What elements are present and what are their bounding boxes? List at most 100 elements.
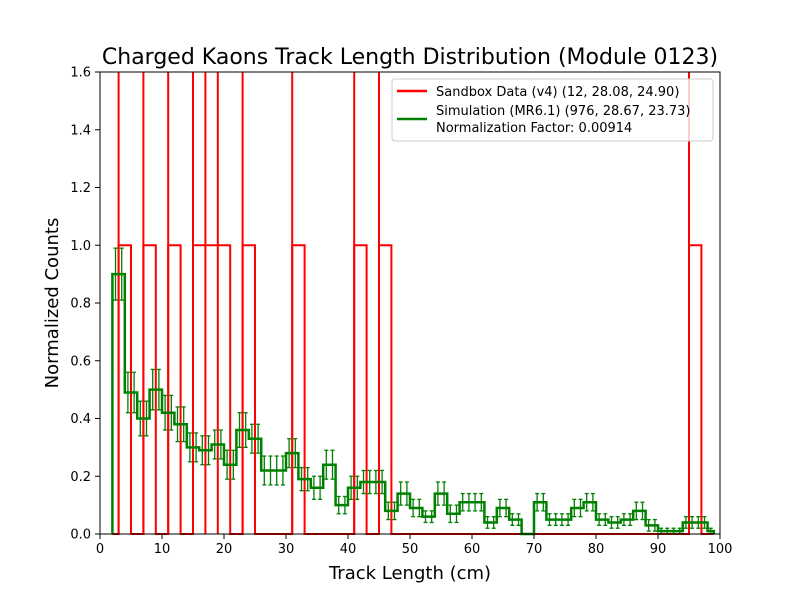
simulation-error-bar (504, 498, 509, 518)
simulation-error-bar (280, 455, 285, 486)
simulation-error-bar (305, 466, 310, 492)
simulation-error-bar (609, 516, 614, 529)
simulation-error-bar (380, 469, 385, 495)
simulation-error-bar (473, 492, 478, 512)
simulation-error-bar (590, 492, 595, 512)
simulation-error-bar (559, 513, 564, 526)
simulation-error-bar (628, 513, 633, 526)
simulation-error-bar (318, 475, 323, 501)
simulation-error-bar (373, 469, 378, 495)
simulation-error-bar (200, 435, 205, 466)
y-tick-label: 1.2 (70, 181, 91, 196)
simulation-error-bar (311, 475, 316, 501)
chart-title: Charged Kaons Track Length Distribution … (102, 45, 718, 70)
x-tick-label: 80 (588, 542, 605, 557)
simulation-error-bar (119, 247, 124, 301)
simulation-error-bar (435, 481, 440, 506)
simulation-error-bar (646, 518, 651, 532)
legend: Sandbox Data (v4) (12, 28.08, 24.90) Sim… (391, 78, 714, 142)
y-tick-label: 1.6 (70, 66, 91, 81)
simulation-error-bar (237, 412, 242, 449)
simulation-error-bar (411, 498, 416, 518)
simulation-error-bar (535, 492, 540, 512)
simulation-error-bar (150, 368, 155, 411)
y-tick-label: 0.2 (70, 470, 91, 485)
simulation-error-bar (299, 466, 304, 492)
simulation-error-bar (138, 400, 143, 437)
simulation-error-bar (479, 492, 484, 512)
y-tick-label: 0.8 (70, 297, 91, 312)
simulation-error-bar (367, 469, 372, 495)
x-tick-label: 20 (216, 542, 233, 557)
simulation-error-bar (361, 469, 366, 495)
y-tick-label: 1.4 (70, 123, 91, 138)
simulation-error-bar (324, 449, 329, 480)
simulation-error-bar (355, 475, 360, 501)
legend-label-simulation: Simulation (MR6.1) (976, 28.67, 23.73) (436, 104, 691, 119)
simulation-error-bar (342, 495, 347, 515)
x-axis-label: Track Length (cm) (328, 563, 491, 584)
simulation-error-bar (597, 513, 602, 526)
simulation-error-bar (231, 449, 236, 480)
simulation-error-bar (156, 368, 161, 411)
simulation-error-bar (566, 513, 571, 526)
x-tick-label: 70 (526, 542, 543, 557)
simulation-error-bar (169, 394, 174, 431)
simulation-error-bar (125, 371, 130, 414)
simulation-error-bar (572, 498, 577, 518)
simulation-error-bar (634, 501, 639, 521)
legend-annotation-normalization: Normalization Factor: 0.00914 (436, 121, 632, 136)
simulation-error-bar (584, 492, 589, 512)
simulation-error-bar (206, 435, 211, 466)
simulation-error-bar (187, 432, 192, 463)
x-tick-label: 0 (96, 542, 104, 557)
y-tick-label: 0.4 (70, 412, 91, 427)
simulation-error-bar (683, 516, 688, 529)
y-tick-label: 0.6 (70, 354, 91, 369)
simulation-error-bar (386, 501, 391, 521)
x-axis: 0 10 20 30 40 50 60 70 80 90 100 (96, 534, 733, 557)
x-tick-label: 40 (340, 542, 357, 557)
simulation-error-bar (293, 438, 298, 469)
simulation-error-bar (460, 492, 465, 512)
simulation-error-bar (113, 247, 118, 301)
simulation-error-bar (194, 432, 199, 463)
simulation-error-bar (423, 510, 428, 524)
simulation-error-bar (454, 504, 459, 524)
simulation-error-bar (404, 481, 409, 506)
simulation-error-bar (181, 406, 186, 443)
simulation-error-bar (448, 504, 453, 524)
simulation-error-bar (603, 513, 608, 526)
simulation-error-bar (274, 455, 279, 486)
simulation-error-bar (640, 501, 645, 521)
simulation-error-bar (621, 513, 626, 526)
simulation-error-bar (429, 510, 434, 524)
x-tick-label: 60 (464, 542, 481, 557)
simulation-error-bar (330, 449, 335, 480)
simulation-error-bar (392, 501, 397, 521)
simulation-error-bar (349, 475, 354, 501)
y-axis: 0.0 0.2 0.4 0.6 0.8 1.0 1.2 1.4 1.6 (70, 66, 100, 543)
x-tick-label: 100 (708, 542, 733, 557)
simulation-error-bar (268, 455, 273, 486)
simulation-error-bar (578, 498, 583, 518)
simulation-error-bar (541, 492, 546, 512)
legend-label-data: Sandbox Data (v4) (12, 28.08, 24.90) (436, 85, 679, 100)
simulation-error-bar (553, 513, 558, 526)
x-tick-label: 50 (402, 542, 419, 557)
simulation-error-bar (225, 449, 230, 480)
simulation-error-bar (417, 498, 422, 518)
x-tick-label: 30 (278, 542, 295, 557)
simulation-error-bar (491, 516, 496, 529)
simulation-error-bar (256, 423, 261, 454)
simulation-error-bar (249, 423, 254, 454)
simulation-error-bar (163, 394, 168, 431)
simulation-error-bar (144, 400, 149, 437)
simulation-error-bar (702, 516, 707, 529)
simulation-error-bar (466, 492, 471, 512)
series-data (112, 72, 714, 535)
simulation-error-bar (287, 438, 292, 469)
x-tick-label: 90 (650, 542, 667, 557)
simulation-error-bar (212, 429, 217, 460)
